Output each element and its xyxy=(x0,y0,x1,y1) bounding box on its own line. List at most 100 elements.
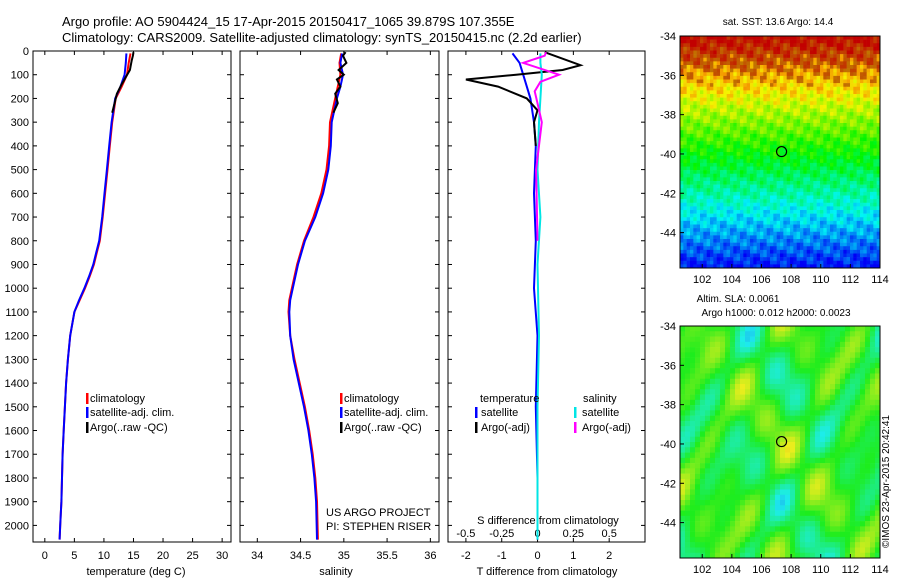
map-cell xyxy=(835,399,841,406)
map-cell xyxy=(875,362,881,369)
map-cell xyxy=(816,217,821,222)
x-tick-label: 30 xyxy=(216,550,228,562)
map-cell xyxy=(703,191,707,196)
map-cell xyxy=(680,159,684,164)
map-cell xyxy=(820,246,824,251)
map-cell xyxy=(873,46,877,51)
map-cell xyxy=(846,249,851,254)
map-cell xyxy=(823,173,827,178)
s-tick-label: 0.25 xyxy=(563,528,584,540)
map-cell xyxy=(826,166,831,171)
map-cell xyxy=(685,436,691,443)
map-cell xyxy=(745,336,751,343)
map-cell xyxy=(706,148,711,153)
map-cell xyxy=(780,119,784,124)
map-cell xyxy=(705,357,711,364)
map-cell xyxy=(863,220,867,225)
map-cell xyxy=(726,246,731,251)
map-cell xyxy=(870,210,874,214)
map-cell xyxy=(756,152,761,156)
map-cell xyxy=(753,79,757,84)
y-tick-label: 1200 xyxy=(5,331,29,343)
map-cell xyxy=(736,181,741,185)
map-cell xyxy=(815,410,821,416)
map-cell xyxy=(815,373,821,380)
map-cell xyxy=(786,242,791,247)
map-cell xyxy=(710,130,714,135)
map-cell xyxy=(765,384,771,390)
map-cell xyxy=(720,352,726,358)
map-cell xyxy=(706,108,711,113)
map-cell xyxy=(780,79,784,84)
map-cell xyxy=(840,141,844,146)
map-cell xyxy=(786,115,791,120)
map-cell xyxy=(813,155,817,160)
map-cell xyxy=(840,410,846,416)
map-cell xyxy=(730,191,734,196)
map-cell xyxy=(750,119,754,124)
map-cell xyxy=(763,79,767,84)
map-cell xyxy=(876,65,881,69)
map-cell xyxy=(843,46,847,51)
map-cell xyxy=(713,137,717,142)
map-cell xyxy=(856,133,861,138)
map-cell xyxy=(796,170,801,175)
map-cell xyxy=(863,50,867,55)
map-cell xyxy=(833,83,837,88)
map-cell xyxy=(830,257,834,262)
map-cell xyxy=(785,378,791,385)
map-cell xyxy=(773,242,777,247)
map-cell xyxy=(803,166,807,171)
map-cell xyxy=(753,239,757,243)
header-line2: Climatology: CARS2009. Satellite-adjuste… xyxy=(62,30,582,45)
header-line1: Argo profile: AO 5904424_15 17-Apr-2015 … xyxy=(62,14,515,29)
map-cell xyxy=(736,126,741,131)
map-cell xyxy=(865,410,871,416)
map-cell xyxy=(785,410,791,416)
map-cell xyxy=(683,72,687,77)
map-cell xyxy=(766,173,771,178)
map-cell xyxy=(796,246,801,251)
map-cell xyxy=(746,112,751,117)
map-cell xyxy=(783,119,787,124)
map-cell xyxy=(693,50,697,55)
map-cell xyxy=(776,228,781,233)
map-cell xyxy=(796,79,801,84)
map-cell xyxy=(803,61,807,66)
map-cell xyxy=(700,426,706,432)
map-cell xyxy=(825,415,831,422)
map-cell xyxy=(806,177,811,182)
map-cell xyxy=(866,260,871,265)
map-cell xyxy=(823,43,827,48)
map-cell xyxy=(793,242,797,247)
map-cell xyxy=(726,253,731,258)
map-cell xyxy=(695,341,701,348)
map-cell xyxy=(873,239,877,243)
map-cell xyxy=(713,112,717,117)
map-cell xyxy=(850,177,854,182)
map-cell xyxy=(716,94,721,98)
map-cell xyxy=(790,61,794,66)
map-cell xyxy=(713,162,717,167)
map-cell xyxy=(790,94,794,98)
map-cell xyxy=(743,144,747,149)
map-cell xyxy=(863,126,867,131)
map-cell xyxy=(770,94,774,98)
map-cell xyxy=(850,239,854,243)
map-cell xyxy=(846,61,851,66)
map-cell xyxy=(716,246,721,251)
map-cell xyxy=(780,399,786,406)
map-cell xyxy=(810,239,814,243)
map-cell xyxy=(760,352,766,358)
map-cell xyxy=(746,253,751,258)
map-cell xyxy=(810,68,814,73)
map-cell xyxy=(823,260,827,265)
map-cell xyxy=(805,362,811,369)
map-cell xyxy=(766,65,771,69)
map-cell xyxy=(723,137,727,142)
map-cell xyxy=(863,264,867,269)
map-cell xyxy=(765,399,771,406)
map-cell xyxy=(693,108,697,113)
map-cell xyxy=(795,378,801,385)
map-cell xyxy=(695,326,701,332)
